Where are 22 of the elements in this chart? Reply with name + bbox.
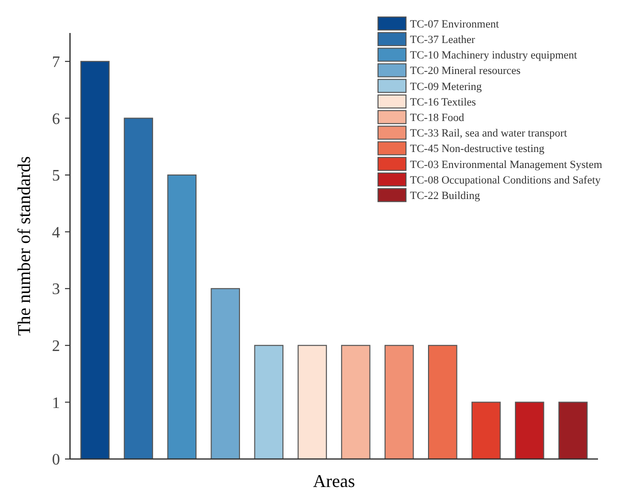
legend-label: TC-03 Environmental Management System [410, 158, 603, 171]
y-tick-label: 1 [52, 394, 60, 412]
y-tick-label: 6 [52, 110, 60, 128]
legend-label: TC-20 Mineral resources [410, 65, 521, 78]
y-tick-label: 2 [52, 338, 60, 355]
y-tick-label: 5 [52, 168, 60, 185]
y-tick-label: 7 [52, 54, 60, 71]
legend-label: TC-37 Leather [410, 34, 476, 46]
legend-label: TC-10 Machinery industry equipment [410, 50, 578, 62]
y-tick-label: 4 [52, 224, 60, 242]
y-axis-title: The number of standards [14, 156, 34, 336]
legend-label: TC-22 Building [410, 190, 480, 202]
legend-label: TC-16 Textiles [410, 96, 476, 108]
legend-label: TC-18 Food [410, 112, 465, 124]
legend-label: TC-08 Occupational Conditions and Safety [410, 174, 602, 186]
legend-label: TC-09 Metering [410, 80, 482, 93]
legend-label: TC-33 Rail, sea and water transport [410, 128, 568, 140]
y-tick-label: 3 [52, 281, 60, 298]
legend-label: TC-45 Non-destructive testing [410, 143, 545, 156]
x-axis-title: Areas [313, 471, 355, 491]
legend-label: TC-07 Environment [410, 18, 499, 30]
y-tick-label: 0 [52, 452, 60, 469]
